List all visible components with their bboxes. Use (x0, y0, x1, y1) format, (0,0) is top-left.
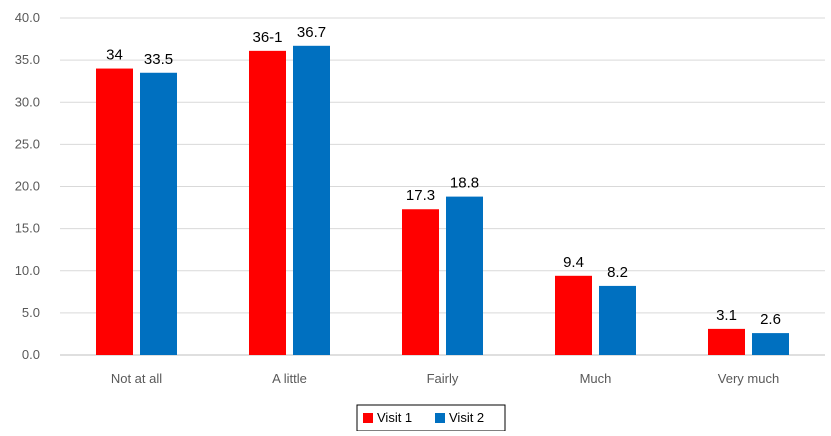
y-axis-ticks: 0.0 5.0 10.0 15.0 20.0 25.0 30.0 35.0 40.0 (15, 10, 40, 362)
y-tick-label: 5.0 (22, 305, 40, 320)
legend-box (356, 404, 506, 432)
legend: Visit 1 Visit 2 (356, 404, 506, 432)
bar (752, 333, 789, 355)
x-tick-label: A little (272, 371, 307, 386)
data-label: 3.1 (716, 307, 737, 324)
data-label: 36-1 (252, 29, 282, 46)
legend-label: Visit 2 (449, 410, 484, 425)
y-tick-label: 20.0 (15, 179, 40, 194)
y-tick-label: 25.0 (15, 136, 40, 151)
bar (293, 45, 330, 356)
data-label: 34 (106, 47, 123, 64)
y-tick-label: 35.0 (15, 52, 40, 67)
legend-swatch (363, 413, 373, 423)
data-label: 18.8 (450, 175, 479, 192)
bar (96, 68, 133, 356)
gridlines (60, 17, 825, 356)
data-label: 17.3 (406, 187, 435, 204)
data-labels: 34 33.5 36-1 36.7 17.3 18.8 9.4 8.2 3.1 2.6 (106, 24, 781, 328)
bar (708, 328, 745, 355)
x-tick-label: Very much (718, 371, 779, 386)
x-axis-ticks: Not at all A little Fairly Much Very much (111, 371, 779, 386)
bar (402, 209, 439, 355)
data-label: 9.4 (563, 254, 584, 271)
bar (446, 196, 483, 355)
x-tick-label: Not at all (111, 371, 162, 386)
data-label: 33.5 (144, 51, 173, 68)
y-tick-label: 15.0 (15, 221, 40, 236)
data-label: 36.7 (297, 24, 326, 41)
data-label: 2.6 (760, 311, 781, 328)
x-tick-label: Much (580, 371, 612, 386)
legend-swatch (435, 413, 445, 423)
legend-label: Visit 1 (377, 410, 412, 425)
y-tick-label: 30.0 (15, 94, 40, 109)
x-tick-label: Fairly (427, 371, 459, 386)
data-label: 8.2 (607, 264, 628, 281)
bar (599, 285, 636, 355)
bar (555, 275, 592, 355)
bar (249, 50, 286, 356)
y-tick-label: 10.0 (15, 263, 40, 278)
bars (96, 45, 789, 356)
y-tick-label: 40.0 (15, 10, 40, 25)
bar (140, 72, 177, 355)
y-tick-label: 0.0 (22, 347, 40, 362)
